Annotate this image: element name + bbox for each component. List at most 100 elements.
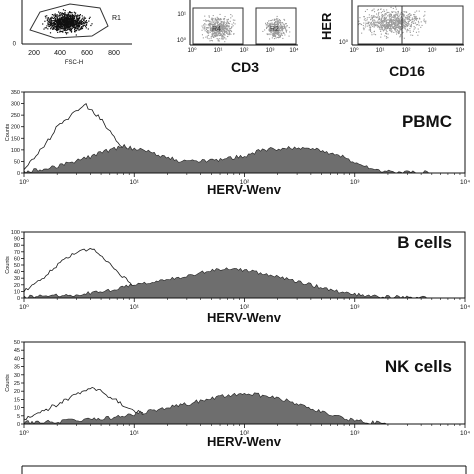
cropped-fourth-panel	[21, 465, 467, 474]
event-dot	[396, 14, 398, 16]
event-dot	[407, 14, 409, 16]
event-dot	[386, 22, 388, 24]
event-dot	[366, 23, 368, 25]
event-dot	[404, 20, 406, 22]
event-dot	[275, 37, 277, 39]
x-tick-label: 10⁰	[19, 430, 29, 437]
event-dot	[213, 25, 215, 27]
event-dot	[364, 26, 366, 28]
event-dot	[275, 31, 277, 33]
event-dot	[399, 28, 401, 30]
event-dot	[63, 19, 65, 21]
event-dot	[276, 30, 278, 32]
event-dot	[387, 22, 389, 24]
event-dot	[218, 35, 220, 37]
event-dot	[395, 6, 397, 8]
event-dot	[269, 20, 271, 22]
y-tick-label: 50	[14, 159, 20, 165]
event-dot	[399, 30, 401, 32]
event-dot	[225, 30, 227, 32]
event-dot	[383, 17, 385, 19]
event-dot	[216, 26, 218, 28]
event-dot	[205, 27, 207, 29]
event-dot	[54, 20, 56, 22]
event-dot	[280, 28, 282, 30]
event-dot	[274, 29, 276, 31]
event-dot	[64, 25, 66, 27]
event-dot	[415, 18, 417, 20]
event-dot	[406, 25, 408, 27]
event-dot	[398, 27, 400, 29]
event-dot	[74, 30, 76, 32]
event-dot	[52, 20, 54, 22]
event-dot	[46, 15, 48, 17]
scatter-fsc-xlabel: FSC-H	[65, 60, 83, 66]
event-dot	[67, 28, 69, 30]
event-dot	[380, 22, 382, 24]
event-dot	[216, 35, 218, 37]
event-dot	[275, 26, 277, 28]
event-dot	[208, 15, 210, 17]
event-dot	[210, 29, 212, 31]
event-dot	[403, 21, 405, 23]
x-tick-label: 10⁴	[460, 304, 470, 311]
event-dot	[270, 32, 272, 34]
event-dot	[44, 27, 46, 29]
event-dot	[54, 23, 56, 25]
event-dot	[224, 28, 226, 30]
y-tick-label: 50	[14, 340, 20, 346]
event-dot	[211, 27, 213, 29]
event-dot	[91, 23, 93, 25]
event-dot	[378, 19, 380, 21]
event-dot	[51, 17, 53, 19]
event-dot	[424, 14, 426, 16]
event-dot	[277, 32, 279, 34]
event-dot	[372, 9, 374, 11]
event-dot	[73, 17, 75, 19]
event-dot	[59, 22, 61, 24]
event-dot	[406, 17, 408, 19]
event-dot	[267, 25, 269, 27]
event-dot	[85, 23, 88, 25]
event-dot	[204, 30, 206, 32]
event-dot	[399, 36, 401, 38]
event-dot	[286, 29, 288, 31]
scatter-cd3-panel: 10⁰ 10¹ 10⁰ 10¹ 10² 10³ 10⁴ CD3 R4 R2	[177, 0, 299, 75]
event-dot	[391, 11, 393, 13]
event-dot	[218, 40, 220, 42]
event-dot	[221, 21, 223, 23]
event-dot	[218, 30, 220, 32]
event-dot	[394, 29, 396, 31]
event-dot	[275, 32, 277, 34]
event-dot	[389, 21, 391, 23]
event-dot	[396, 33, 398, 35]
event-dot	[386, 36, 388, 38]
event-dot	[394, 28, 396, 30]
event-dot	[219, 28, 221, 30]
event-dot	[386, 9, 388, 11]
event-dot	[398, 20, 400, 22]
event-dot	[374, 21, 376, 23]
event-dot	[219, 29, 221, 31]
event-dot	[223, 23, 225, 25]
event-dot	[398, 23, 400, 25]
event-dot	[383, 25, 385, 27]
event-dot	[64, 27, 66, 29]
event-dot	[61, 22, 64, 24]
event-dot	[397, 18, 399, 20]
event-dot	[285, 23, 287, 25]
event-dot	[77, 22, 79, 24]
y-tick-label: 80	[14, 243, 20, 249]
x-tick-label: 10³	[350, 304, 360, 311]
event-dot	[395, 23, 397, 25]
event-dot	[231, 26, 233, 28]
event-dot	[230, 27, 232, 29]
event-dot	[72, 15, 74, 17]
event-dot	[399, 13, 401, 15]
event-dot	[264, 29, 266, 31]
event-dot	[390, 24, 392, 26]
event-dot	[225, 28, 227, 30]
event-dot	[397, 27, 399, 29]
panel-title: PBMC	[402, 112, 452, 131]
event-dot	[274, 34, 276, 36]
